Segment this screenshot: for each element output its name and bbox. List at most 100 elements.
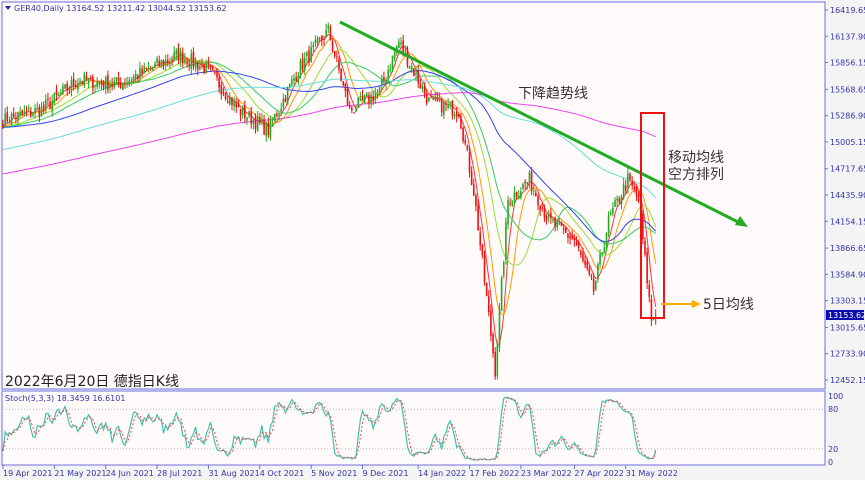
- price-tick-label: 14717.65: [830, 165, 865, 174]
- candle-body: [239, 108, 242, 116]
- candle-body: [370, 94, 372, 105]
- candle-body: [74, 85, 77, 87]
- candle-body: [72, 78, 75, 86]
- candle-body: [158, 61, 161, 66]
- candle-body: [248, 111, 250, 117]
- candle-body: [23, 111, 26, 114]
- candle-body: [573, 237, 576, 241]
- candle-body: [524, 181, 526, 183]
- candle-body: [321, 35, 323, 41]
- candle-body: [128, 80, 131, 84]
- candle-body: [111, 84, 113, 87]
- candle-body: [132, 76, 135, 81]
- candle-body: [160, 60, 163, 67]
- candle-body: [505, 222, 507, 260]
- candle-body: [423, 86, 426, 94]
- candle-body: [70, 80, 73, 91]
- candle-body: [616, 198, 618, 201]
- candle-body: [483, 255, 486, 282]
- candle-body: [259, 117, 261, 123]
- candle-body: [387, 69, 389, 79]
- candle-body: [263, 119, 265, 135]
- ma-label-line1: 移动均线: [668, 150, 724, 166]
- candle-body: [383, 77, 385, 81]
- candle-body: [143, 66, 146, 73]
- candle-body: [460, 116, 462, 129]
- candle-body: [558, 221, 561, 225]
- candle-body: [141, 68, 143, 74]
- candle-body: [398, 41, 400, 49]
- candle-body: [522, 183, 524, 189]
- time-tick-label: 5 Nov 2021: [311, 469, 357, 478]
- candle-body: [494, 351, 496, 377]
- candle-body: [104, 76, 107, 89]
- dropdown-triangle-icon[interactable]: [5, 6, 11, 10]
- candle-body: [145, 67, 148, 69]
- candle-body: [577, 242, 580, 249]
- candle-body: [196, 61, 199, 70]
- candle-body: [246, 117, 248, 121]
- candle-body: [513, 192, 516, 201]
- candle-body: [477, 205, 479, 231]
- candle-body: [306, 52, 308, 57]
- candle-body: [291, 79, 293, 85]
- downtrend-line[interactable]: [339, 20, 741, 225]
- candle-body: [139, 67, 141, 79]
- candle-body: [4, 113, 6, 126]
- candle-body: [130, 80, 133, 82]
- candle-body: [12, 113, 15, 117]
- candle-body: [192, 51, 195, 67]
- candle-body: [490, 310, 492, 336]
- candle-body: [100, 80, 103, 84]
- candle-body: [541, 207, 544, 209]
- candle-body: [96, 81, 98, 87]
- candle-body: [393, 52, 396, 59]
- candle-body: [569, 235, 571, 239]
- time-tick-label: 28 Jul 2021: [157, 469, 202, 478]
- candle-body: [635, 186, 638, 196]
- candle-body: [601, 252, 603, 255]
- candle-body: [588, 268, 591, 275]
- candle-body: [351, 107, 353, 111]
- candle-body: [211, 67, 214, 70]
- ma-120-line: [2, 78, 657, 199]
- trendline-label: 下降趋势线: [518, 86, 588, 102]
- candle-body: [552, 220, 554, 221]
- candle-body: [599, 253, 601, 265]
- candle-body: [49, 101, 51, 109]
- candle-body: [333, 51, 336, 56]
- candle-body: [124, 83, 126, 85]
- time-tick-label: 19 Apr 2021: [3, 469, 52, 478]
- candle-body: [194, 61, 197, 68]
- stochastic-lines: 100 80 20 0: [2, 392, 843, 467]
- candle-body: [229, 96, 231, 105]
- candle-body: [273, 114, 276, 122]
- candle-body: [535, 192, 537, 197]
- candle-body: [276, 113, 278, 117]
- candle-body: [597, 263, 599, 280]
- candle-body: [190, 53, 193, 69]
- price-axis: 16419.65 16137.90 15856.15 15568.65 15286.90…: [825, 6, 865, 385]
- candle-body: [27, 108, 30, 111]
- candle-body: [520, 191, 522, 198]
- candle-body: [447, 104, 449, 108]
- stoch-panel: [1, 390, 826, 466]
- candle-body: [107, 74, 109, 90]
- price-tick-label: 16137.90: [830, 32, 865, 41]
- candle-body: [269, 118, 272, 138]
- candle-body: [21, 110, 24, 115]
- candle-body: [605, 233, 608, 246]
- candle-body: [642, 213, 644, 240]
- candle-body: [609, 213, 612, 216]
- candle-body: [620, 197, 623, 205]
- candle-body: [331, 41, 334, 51]
- candle-body: [209, 66, 212, 68]
- candle-body: [295, 77, 297, 81]
- candle-body: [481, 244, 484, 256]
- candle-body: [517, 196, 520, 199]
- candle-body: [40, 107, 43, 117]
- ma5-arrow-icon: [692, 300, 701, 308]
- candle-body: [119, 82, 122, 89]
- candle-body: [267, 123, 270, 135]
